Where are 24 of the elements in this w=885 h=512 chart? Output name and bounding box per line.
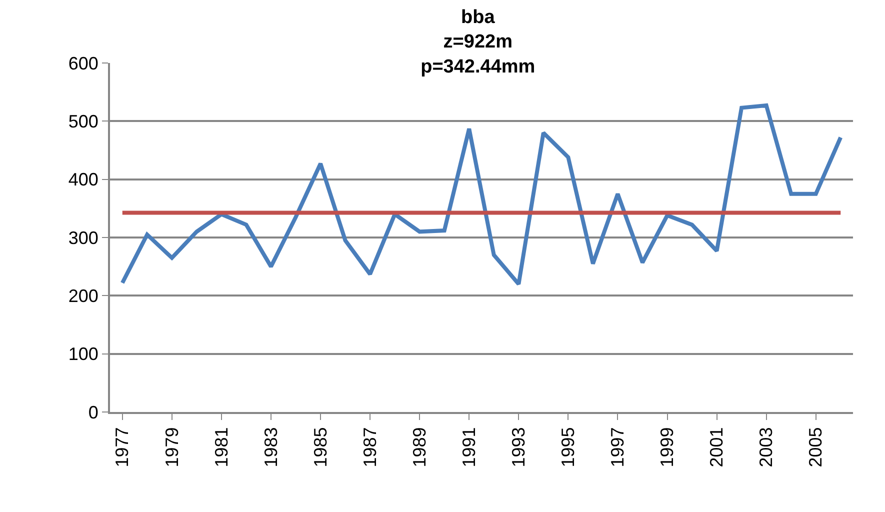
x-tick-label: 1981: [211, 427, 232, 468]
chart-title: bba z=922m p=342.44mm: [420, 7, 536, 78]
x-tick-label: 1979: [162, 427, 182, 468]
x-tick-label: 1985: [310, 427, 330, 468]
x-tick-label: 1995: [558, 427, 578, 468]
x-tick-label: 1997: [608, 427, 628, 468]
x-tick-label: 1993: [508, 427, 528, 468]
x-tick-label: 1989: [409, 427, 430, 468]
y-tick-label: 300: [68, 228, 98, 248]
x-tick-label: 2001: [706, 427, 727, 468]
x-tick-label: 1977: [112, 427, 132, 468]
x-tick-label: 1987: [360, 427, 380, 468]
y-tick-label: 200: [68, 286, 98, 306]
y-tick-label: 0: [88, 402, 98, 422]
y-tick-label: 500: [68, 111, 98, 132]
y-tick-label: 100: [68, 344, 98, 364]
x-tick-label: 1991: [458, 427, 479, 468]
x-tick-label: 1983: [260, 427, 281, 468]
y-tick-label: 600: [68, 53, 98, 74]
line-series: [120, 103, 843, 286]
y-tick-label: 400: [68, 170, 98, 190]
x-tick-label: 2003: [756, 427, 776, 468]
x-tick-label: 1999: [657, 427, 678, 468]
x-tick-label: 2005: [806, 427, 826, 468]
